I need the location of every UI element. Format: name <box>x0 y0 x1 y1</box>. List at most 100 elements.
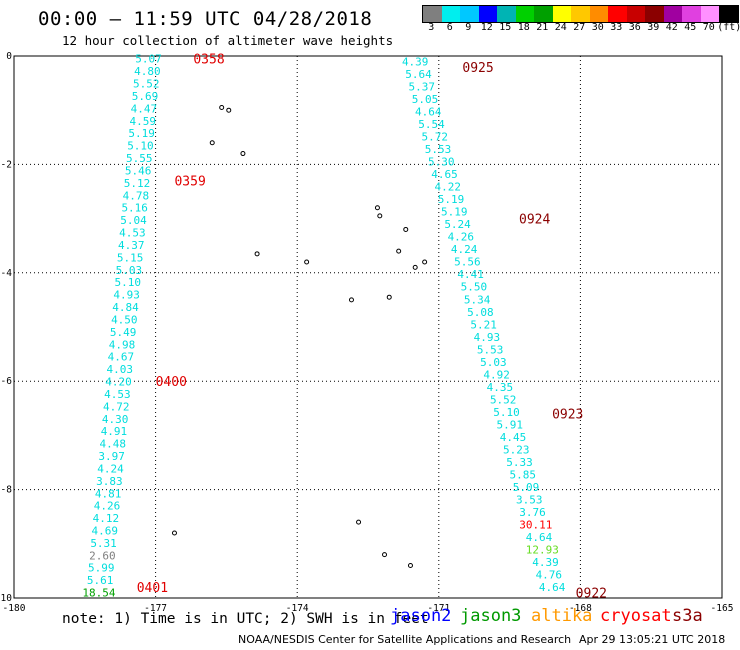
x-tick-label: -174 <box>286 603 309 614</box>
swh-value-track-b: 4.64 <box>526 531 553 544</box>
swh-value-track-a: 5.55 <box>126 152 153 165</box>
swh-value-track-a: 4.72 <box>103 400 130 413</box>
swh-value-track-b: 5.64 <box>405 68 432 81</box>
swh-value-track-a: 5.61 <box>87 574 114 587</box>
color-scale-label: 36 <box>628 22 641 33</box>
color-scale-label: 12 <box>480 22 493 33</box>
swh-value-track-a: 5.49 <box>110 326 137 339</box>
swh-value-track-a: 4.37 <box>118 239 145 252</box>
island-marker <box>254 251 260 257</box>
swh-value-track-a: 4.50 <box>111 313 138 326</box>
pass-time-label: 0924 <box>519 213 550 228</box>
x-tick-label: -168 <box>569 603 592 614</box>
swh-value-track-a: 5.07 <box>135 53 162 66</box>
swh-value-track-b: 5.91 <box>496 418 523 431</box>
island-marker <box>377 213 383 219</box>
legend-cryosat: cryosat <box>600 606 672 626</box>
color-swatch <box>478 6 497 22</box>
swh-value-track-a: 5.46 <box>125 164 152 177</box>
swh-value-track-b: 3.53 <box>516 494 543 507</box>
swh-value-track-a: 4.53 <box>104 388 131 401</box>
swh-value-track-b: 4.24 <box>451 243 478 256</box>
page-title: 00:00 – 11:59 UTC 04/28/2018 <box>38 8 373 30</box>
swh-value-track-b: 5.19 <box>438 193 465 206</box>
color-swatch <box>700 6 719 22</box>
swh-value-track-a: 3.83 <box>96 475 123 488</box>
swh-value-track-b: 4.76 <box>536 569 563 582</box>
swh-value-track-a: 18.54 <box>82 587 115 600</box>
color-scale-label: 18 <box>517 22 530 33</box>
swh-value-track-b: 4.64 <box>539 581 566 594</box>
swh-value-track-a: 4.47 <box>131 102 158 115</box>
swh-value-track-a: 5.16 <box>121 202 148 215</box>
swh-value-track-a: 5.19 <box>128 127 155 140</box>
swh-value-track-b: 5.53 <box>477 343 504 356</box>
swh-value-track-b: 4.93 <box>474 331 501 344</box>
swh-value-track-b: 5.50 <box>461 281 488 294</box>
page-subtitle: 12 hour collection of altimeter wave hei… <box>62 33 394 48</box>
color-scale-label: 21 <box>536 22 549 33</box>
swh-value-track-a: 4.26 <box>94 500 121 513</box>
pass-time-label: 0400 <box>156 375 187 390</box>
swh-value-track-a: 5.15 <box>117 251 144 264</box>
color-scale-label: 30 <box>591 22 604 33</box>
swh-value-track-b: 5.21 <box>470 318 497 331</box>
swh-value-track-a: 4.80 <box>134 65 161 78</box>
island-marker <box>412 264 418 270</box>
island-marker <box>219 104 225 110</box>
swh-value-track-b: 5.10 <box>493 406 520 419</box>
swh-value-track-a: 5.10 <box>115 276 142 289</box>
footnote: note: 1) Time is in UTC; 2) SWH is in fe… <box>62 611 429 627</box>
swh-value-track-a: 4.03 <box>106 363 133 376</box>
swh-value-track-a: 4.53 <box>119 227 146 240</box>
color-swatch <box>719 6 738 22</box>
color-scale-label: 9 <box>465 22 472 33</box>
swh-value-track-a: 4.30 <box>102 413 129 426</box>
color-scale-label: 27 <box>573 22 586 33</box>
legend-altika: altika <box>531 606 593 626</box>
swh-value-track-a: 4.93 <box>113 289 140 302</box>
color-swatch <box>552 6 571 22</box>
swh-value-track-a: 4.84 <box>112 301 139 314</box>
color-scale-label: 70 <box>702 22 715 33</box>
y-tick-label: -4 <box>1 268 13 279</box>
color-scale-label: 39 <box>647 22 660 33</box>
swh-value-track-b: 4.35 <box>487 381 514 394</box>
color-scale-label: 15 <box>499 22 512 33</box>
color-swatch <box>682 6 701 22</box>
swh-value-track-a: 4.59 <box>130 115 157 128</box>
swh-value-track-a: 5.12 <box>124 177 151 190</box>
color-swatch <box>663 6 682 22</box>
swh-value-track-b: 5.33 <box>506 456 533 469</box>
color-swatch <box>589 6 608 22</box>
swh-value-track-b: 3.76 <box>519 506 546 519</box>
island-marker <box>304 259 310 265</box>
island-marker <box>407 562 413 568</box>
island-marker <box>386 294 392 300</box>
swh-value-track-a: 4.20 <box>105 376 132 389</box>
color-swatch <box>571 6 590 22</box>
swh-value-track-a: 2.60 <box>89 549 116 562</box>
pass-time-label: 0923 <box>552 408 583 423</box>
swh-value-track-a: 5.03 <box>116 264 143 277</box>
swh-value-track-a: 4.24 <box>97 462 124 475</box>
color-scale-label: 45 <box>684 22 697 33</box>
color-scale <box>422 5 739 23</box>
swh-value-track-a: 4.81 <box>95 487 122 500</box>
swh-value-track-b: 5.30 <box>428 156 455 169</box>
swh-value-track-a: 4.69 <box>91 525 118 538</box>
swh-value-track-a: 4.12 <box>93 512 120 525</box>
swh-value-track-b: 5.72 <box>422 131 449 144</box>
island-marker <box>356 519 362 525</box>
swh-value-track-a: 5.04 <box>120 214 147 227</box>
color-scale-label: 3 <box>428 22 435 33</box>
swh-value-track-a: 4.78 <box>123 189 150 202</box>
swh-value-track-b: 4.41 <box>457 268 484 281</box>
island-marker <box>396 248 402 254</box>
pass-time-label: 0925 <box>462 61 493 76</box>
swh-value-track-b: 5.34 <box>464 293 491 306</box>
color-swatch <box>441 6 460 22</box>
pass-time-label: 0358 <box>193 53 224 68</box>
generated-timestamp: Apr 29 13:05:21 UTC 2018 <box>579 633 726 646</box>
pass-time-label: 0401 <box>137 581 168 596</box>
